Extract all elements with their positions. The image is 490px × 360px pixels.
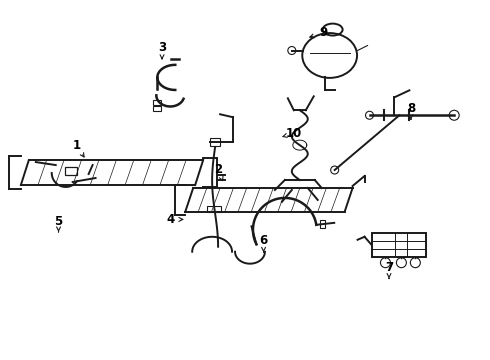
Bar [320,220,325,228]
Bar [153,106,161,111]
Text: 6: 6 [259,234,268,247]
Text: 8: 8 [407,102,415,115]
Bar [153,100,161,105]
Bar [65,167,76,175]
Bar [207,206,221,212]
Bar [371,233,426,257]
Text: 3: 3 [158,41,166,54]
Text: 10: 10 [286,127,302,140]
Text: 4: 4 [167,213,175,226]
Bar [210,138,220,146]
Text: 7: 7 [385,261,393,274]
Text: 2: 2 [214,163,222,176]
Text: 1: 1 [73,139,81,152]
Text: 5: 5 [54,215,63,228]
Text: 9: 9 [319,27,327,40]
